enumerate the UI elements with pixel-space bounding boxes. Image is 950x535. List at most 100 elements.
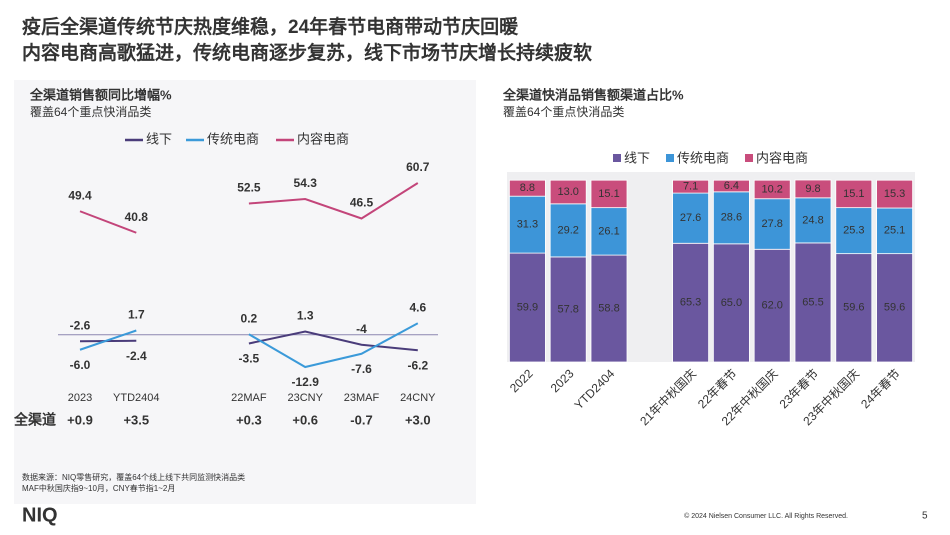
row-cell: +3.0 [405,412,431,427]
chart-subtitle: 覆盖64个重点快消品类 [30,105,151,119]
data-label: 27.8 [761,218,782,230]
legend-swatch [613,154,621,162]
row-cell: +0.9 [67,412,93,427]
series-line [79,322,419,369]
bar-segment [713,243,750,363]
data-label: -6.2 [407,358,428,372]
bar-segment [549,256,587,363]
data-label: 15.3 [884,188,905,200]
data-label: 59.6 [843,302,864,314]
data-label: 65.0 [721,297,742,309]
data-label: -2.4 [126,349,147,363]
legend-label: 传统电商 [677,150,729,165]
x-tick-label: 2022 [507,366,536,395]
bar-segment [508,195,546,254]
footnote: MAF中秋国庆指9~10月，CNY春节指1~2月 [22,483,175,493]
bar-segment [590,179,628,209]
bar-segment [672,179,709,194]
bar-segment [876,207,913,255]
bar-segment [713,179,750,193]
data-label: 60.7 [406,160,430,174]
data-label: 24.8 [802,214,823,226]
data-label: -7.6 [351,362,372,376]
left-panel [14,80,476,504]
data-label: 57.8 [557,303,578,315]
bar-segment [672,192,709,244]
legend-swatch [745,154,753,162]
data-label: 59.6 [884,302,905,314]
data-label: 26.1 [598,225,619,237]
data-label: 29.2 [557,224,578,236]
bar-segment [794,242,832,363]
data-label: 6.4 [724,180,739,192]
data-label: 46.5 [350,196,374,210]
bar-segment [590,207,628,256]
bar-segment [549,179,587,205]
data-label: 13.0 [557,186,578,198]
data-label: 8.8 [520,182,535,194]
data-label: 25.3 [843,225,864,237]
data-label: 27.6 [680,212,701,224]
chart-subtitle: 覆盖64个重点快消品类 [503,105,624,119]
slide-title: 内容电商高歌猛进，传统电商逐步复苏，线下市场节庆增长持续疲软 [22,41,592,64]
data-label: 10.2 [761,183,782,195]
data-label: -12.9 [292,375,320,389]
x-tick-label: 23CNY [287,392,323,404]
data-label: 65.5 [802,296,823,308]
data-label: -2.6 [70,318,91,332]
x-tick-label: 2023 [68,392,92,404]
data-label: 9.8 [805,183,820,195]
x-tick-label: 24年春节 [858,366,903,411]
x-tick-label: 2023 [548,366,577,395]
data-label: 54.3 [294,176,318,190]
row-label: 全渠道 [13,412,56,428]
data-label: 58.8 [598,302,619,314]
data-label: 40.8 [125,210,149,224]
page-number: 5 [922,511,928,522]
data-label: 15.1 [598,188,619,200]
data-label: 52.5 [237,181,261,195]
data-label: -4 [356,322,367,336]
data-label: -3.5 [239,352,260,366]
data-label: 7.1 [683,181,698,193]
chart-title: 全渠道快消品销售额渠道占比% [502,87,684,102]
bar-segment [713,191,750,245]
legend-label: 线下 [624,150,650,165]
row-cell: +0.3 [236,412,262,427]
row-cell: +3.5 [123,412,149,427]
x-tick-label: YTD2404 [113,392,159,404]
data-label: 49.4 [68,188,92,202]
data-label: 65.3 [680,297,701,309]
data-label: 62.0 [761,300,782,312]
data-label: -6.0 [70,358,91,372]
row-cell: +0.6 [292,412,318,427]
data-label: 0.2 [241,311,258,325]
data-label: 15.1 [843,188,864,200]
data-label: 1.7 [128,308,145,322]
legend-label: 内容电商 [297,131,349,146]
data-label: 31.3 [517,219,538,231]
data-label: 1.3 [297,309,314,323]
x-tick-label: 21年中秋国庆 [636,366,698,428]
bar-segment [794,179,832,199]
slide-title: 疫后全渠道传统节庆热度维稳，24年春节电商带动节庆回暖 [22,15,519,38]
bar-segment [835,179,873,209]
series-line [79,182,419,234]
footnote: 数据来源：NIQ零售研究，覆盖64个线上线下共同监测快消品类 [22,472,245,482]
data-label: 28.6 [721,212,742,224]
legend-swatch [666,154,674,162]
bar-segment [753,198,791,250]
bar-segment [508,179,546,197]
x-tick-label: 24CNY [400,392,436,404]
data-label: 59.9 [517,301,538,313]
x-tick-label: YTD2404 [572,366,618,412]
bar-segment [753,179,791,200]
legend-label: 线下 [146,131,172,146]
logo: NIQ [22,504,58,526]
copyright: © 2024 Nielsen Consumer LLC. All Rights … [684,512,848,520]
bar-segment [549,203,587,258]
chart-title: 全渠道销售额同比增幅% [29,87,172,102]
bar-segment [590,254,628,363]
